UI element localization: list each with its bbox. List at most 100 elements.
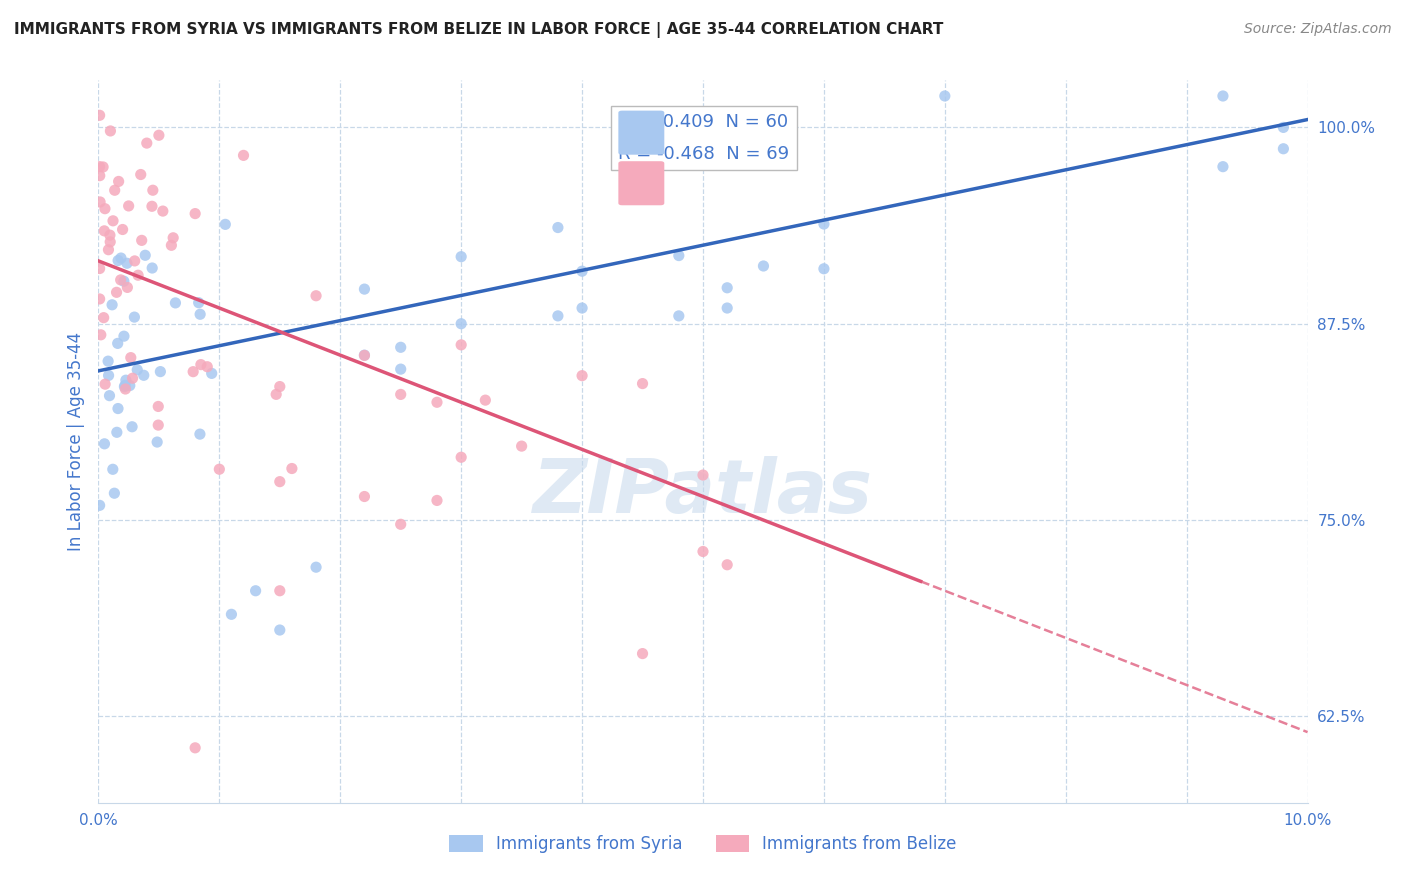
Point — [89, 169, 111, 183]
Point — [131, 233, 153, 247]
Point — [631, 647, 654, 661]
Point — [692, 468, 714, 483]
Point — [114, 378, 136, 392]
Point — [245, 583, 267, 598]
Point — [450, 250, 472, 264]
Point — [188, 427, 211, 442]
Point — [547, 220, 569, 235]
Point — [195, 359, 218, 374]
Point — [813, 217, 835, 231]
Point — [124, 254, 146, 268]
Point — [141, 199, 163, 213]
Point — [97, 368, 120, 383]
Point — [89, 261, 111, 276]
Point — [450, 317, 472, 331]
Point — [105, 425, 128, 440]
Point — [112, 379, 135, 393]
Point — [94, 202, 117, 216]
Point — [389, 340, 412, 354]
Point — [152, 204, 174, 219]
Point — [208, 462, 231, 476]
Point — [104, 183, 127, 197]
Point — [127, 363, 149, 377]
Point — [142, 183, 165, 197]
Point — [510, 439, 533, 453]
Text: IMMIGRANTS FROM SYRIA VS IMMIGRANTS FROM BELIZE IN LABOR FORCE | AGE 35-44 CORRE: IMMIGRANTS FROM SYRIA VS IMMIGRANTS FROM… — [14, 22, 943, 38]
Point — [716, 558, 738, 572]
Point — [165, 296, 187, 310]
Point — [571, 264, 593, 278]
Point — [264, 387, 287, 401]
Point — [112, 274, 135, 288]
Point — [107, 174, 129, 188]
Point — [101, 298, 124, 312]
Point — [353, 282, 375, 296]
Point — [118, 199, 141, 213]
Point — [668, 249, 690, 263]
Point — [716, 301, 738, 315]
Point — [752, 259, 775, 273]
Legend: Immigrants from Syria, Immigrants from Belize: Immigrants from Syria, Immigrants from B… — [443, 828, 963, 860]
Point — [389, 387, 412, 401]
Point — [101, 462, 124, 476]
Point — [389, 362, 412, 376]
Point — [117, 280, 139, 294]
Point — [93, 437, 115, 451]
Point — [269, 379, 291, 393]
Point — [89, 499, 111, 513]
Point — [93, 310, 115, 325]
Point — [90, 327, 112, 342]
Text: R =  0.409  N = 60
R = -0.468  N = 69: R = 0.409 N = 60 R = -0.468 N = 69 — [619, 112, 790, 163]
Point — [89, 108, 111, 122]
Point — [668, 309, 690, 323]
Point — [1212, 160, 1234, 174]
Point — [692, 544, 714, 558]
Point — [187, 295, 209, 310]
Point — [101, 214, 124, 228]
Point — [97, 354, 120, 368]
Point — [107, 401, 129, 416]
Point — [221, 607, 243, 622]
Point — [134, 248, 156, 262]
Point — [148, 128, 170, 143]
Point — [162, 231, 184, 245]
Point — [232, 148, 254, 162]
Point — [214, 218, 236, 232]
Point — [571, 368, 593, 383]
Point — [132, 368, 155, 383]
Point — [115, 256, 138, 270]
Point — [107, 253, 129, 268]
Point — [146, 435, 169, 450]
Point — [190, 358, 212, 372]
Point — [148, 400, 170, 414]
Point — [160, 238, 183, 252]
Point — [98, 235, 121, 249]
Point — [269, 475, 291, 489]
FancyBboxPatch shape — [619, 111, 664, 154]
Point — [813, 261, 835, 276]
Point — [389, 517, 412, 532]
Text: ZIPatlas: ZIPatlas — [533, 456, 873, 529]
Point — [353, 348, 375, 362]
Point — [100, 124, 122, 138]
FancyBboxPatch shape — [619, 161, 664, 205]
Point — [571, 301, 593, 315]
Point — [934, 89, 956, 103]
Point — [110, 251, 132, 265]
Point — [184, 740, 207, 755]
Point — [97, 243, 120, 257]
Point — [120, 351, 142, 365]
Point — [141, 260, 163, 275]
Point — [110, 273, 132, 287]
Point — [111, 222, 134, 236]
Point — [105, 285, 128, 300]
Point — [98, 228, 121, 243]
Point — [716, 281, 738, 295]
Point — [93, 224, 115, 238]
Point — [89, 292, 111, 306]
Point — [631, 376, 654, 391]
Point — [1212, 89, 1234, 103]
Point — [547, 309, 569, 323]
Point — [184, 206, 207, 220]
Point — [91, 160, 114, 174]
